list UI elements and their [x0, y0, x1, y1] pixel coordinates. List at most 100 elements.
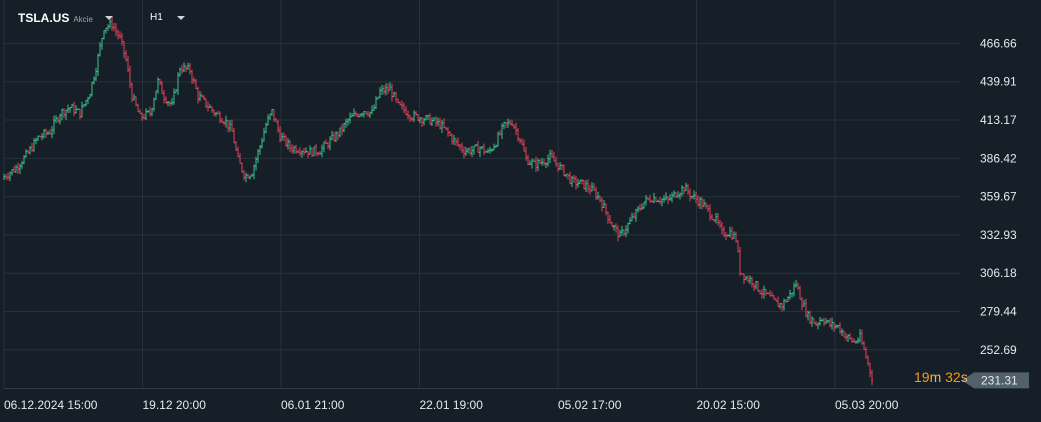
ohlc-bar	[549, 149, 551, 164]
ohlc-bar	[567, 173, 569, 180]
ohlc-bar	[419, 116, 421, 124]
ohlc-bar	[479, 146, 481, 158]
ohlc-bar	[317, 151, 319, 157]
ohlc-bar	[693, 190, 695, 200]
ohlc-bar	[445, 126, 447, 131]
ohlc-bar	[811, 316, 813, 327]
ohlc-bar	[79, 108, 81, 120]
x-tick-label: 19.12 20:00	[143, 398, 207, 412]
ohlc-bar	[649, 194, 651, 203]
instrument-type: Akcie	[73, 15, 93, 24]
ohlc-bar	[611, 221, 613, 228]
x-tick-label: 06.12.2024 15:00	[4, 398, 98, 412]
ohlc-bar	[325, 139, 327, 145]
ohlc-bar	[39, 135, 41, 138]
ohlc-bar	[195, 79, 197, 90]
ohlc-bar	[17, 162, 19, 175]
ohlc-bar	[513, 124, 515, 129]
ohlc-bar	[869, 362, 871, 378]
ohlc-bar	[81, 101, 83, 118]
ohlc-bar	[263, 127, 265, 142]
ohlc-bar	[193, 77, 195, 84]
ohlc-bar	[593, 183, 595, 191]
ohlc-bar	[141, 112, 143, 121]
ohlc-bar	[429, 113, 431, 125]
ohlc-bar	[843, 330, 845, 338]
ohlc-bar	[279, 126, 281, 143]
ohlc-bar	[459, 144, 461, 151]
ohlc-bar	[347, 118, 349, 126]
ohlc-bar	[779, 303, 781, 309]
ohlc-bar	[705, 202, 707, 209]
ohlc-bar	[339, 127, 341, 138]
ohlc-bar	[471, 145, 473, 157]
ohlc-bar	[543, 158, 545, 166]
ohlc-bar	[757, 281, 759, 292]
ohlc-bar	[77, 108, 79, 110]
ohlc-bar	[265, 122, 267, 134]
ohlc-bar	[359, 113, 361, 118]
ohlc-bar	[813, 318, 815, 324]
ohlc-bar	[637, 206, 639, 213]
ohlc-bar	[669, 194, 671, 201]
ohlc-bar	[31, 143, 33, 152]
ohlc-bar	[63, 108, 65, 118]
ohlc-bar	[659, 197, 661, 205]
ohlc-bar	[267, 114, 269, 126]
ohlc-bar	[719, 219, 721, 229]
bar-countdown: 19m 32s	[914, 369, 968, 385]
ohlc-bar	[425, 114, 427, 121]
ohlc-bar	[763, 285, 765, 299]
symbol-selector[interactable]: TSLA.US Akcie	[18, 11, 113, 25]
ohlc-bar	[509, 119, 511, 126]
ohlc-bar	[3, 173, 5, 180]
countdown-seconds: 32	[945, 369, 961, 385]
ohlc-bar	[85, 99, 87, 107]
ohlc-bar	[515, 122, 517, 136]
ohlc-bar	[443, 118, 445, 129]
y-tick-label: 332.93	[980, 228, 1017, 242]
ohlc-bar	[747, 275, 749, 283]
time-axis[interactable]: 06.12.2024 15:00 19.12 20:00 06.01 21:00 22…	[4, 398, 899, 412]
price-axis[interactable]: 466.66 439.91 413.17 386.42 359.67 332.93 306.…	[980, 36, 1017, 356]
ohlc-bar	[737, 240, 739, 253]
ohlc-bar	[281, 132, 283, 141]
ohlc-bar	[49, 129, 51, 135]
timeframe-selector[interactable]: H1	[150, 12, 185, 23]
ohlc-bar	[23, 155, 25, 164]
x-tick-label: 06.01 21:00	[281, 398, 345, 412]
ohlc-bar	[709, 204, 711, 221]
ohlc-bar	[641, 203, 643, 210]
ohlc-bar	[525, 146, 527, 161]
ohlc-bar	[475, 143, 477, 147]
ohlc-bar	[107, 24, 109, 31]
ohlc-bar	[787, 296, 789, 303]
ohlc-bar	[663, 195, 665, 203]
ohlc-bar	[331, 130, 333, 141]
ohlc-bar	[321, 144, 323, 158]
ohlc-bar	[251, 173, 253, 177]
ohlc-bar	[349, 112, 351, 124]
ohlc-bar	[117, 29, 119, 40]
ohlc-bar	[503, 121, 505, 130]
chevron-down-icon[interactable]	[176, 15, 185, 20]
ohlc-bar	[537, 158, 539, 172]
ohlc-bar	[441, 119, 443, 133]
ohlc-bar	[41, 132, 43, 141]
ohlc-bar	[423, 117, 425, 126]
countdown-seconds-unit: s	[960, 369, 968, 385]
ohlc-bar	[497, 131, 499, 147]
ohlc-bar	[303, 148, 305, 156]
ohlc-bar	[431, 117, 433, 127]
ohlc-bar	[753, 283, 755, 292]
ohlc-bar	[499, 130, 501, 136]
ohlc-bar	[447, 127, 449, 137]
ohlc-bar	[137, 103, 139, 113]
chevron-down-icon[interactable]	[104, 16, 113, 20]
ohlc-bar	[625, 225, 627, 238]
ohlc-bar	[227, 119, 229, 133]
ohlc-bar	[355, 111, 357, 117]
ohlc-bar	[673, 190, 675, 198]
ohlc-bar	[169, 101, 171, 107]
